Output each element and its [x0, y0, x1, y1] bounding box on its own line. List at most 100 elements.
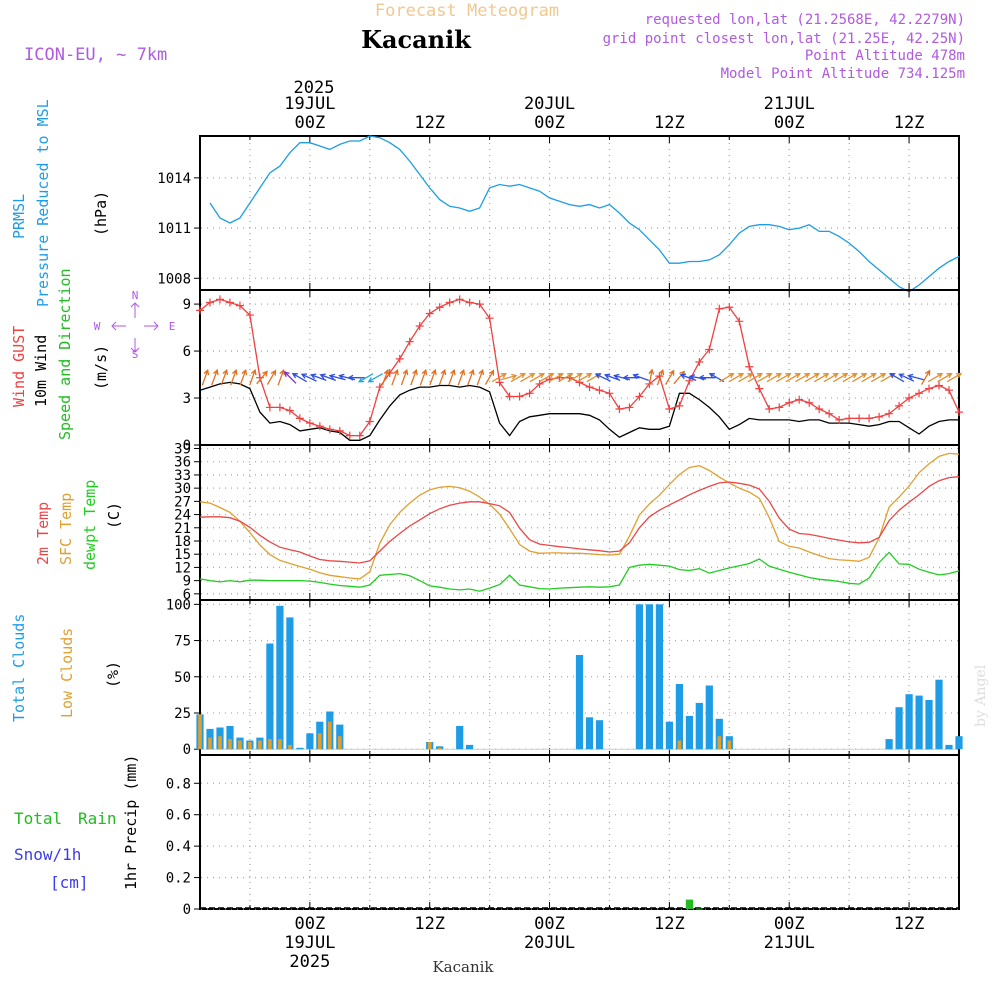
- wind-direction-arrow: [832, 373, 849, 383]
- wind-speed-dir-label: Speed and Direction: [56, 268, 74, 440]
- wind-direction-arrow: [391, 368, 399, 386]
- watermark: by Angel: [973, 664, 989, 727]
- compass-rose: N W E S: [94, 289, 176, 361]
- low-clouds-bar: [278, 739, 282, 750]
- wind-direction-arrow: [861, 373, 877, 383]
- compass-west: W: [94, 320, 101, 333]
- wind-gust-point: [635, 392, 644, 401]
- wind-gust-point: [205, 298, 214, 307]
- wind-gust-point: [595, 386, 604, 395]
- low-clouds-bar: [248, 742, 252, 750]
- wind-gust-point: [955, 408, 963, 417]
- wind-gust-point: [735, 317, 744, 326]
- precip-panel: 0 0.2 0.4 0.6 0.8: [166, 754, 960, 918]
- low-clouds-bar: [427, 742, 432, 750]
- wind-gust-point: [335, 426, 344, 435]
- rain-bar: [695, 908, 703, 910]
- wind-gust-point: [245, 311, 254, 320]
- wind-gust-point: [295, 414, 304, 423]
- wind-gust-point: [855, 414, 864, 423]
- wind-gust-point: [585, 383, 594, 392]
- wind-direction-arrow: [319, 373, 337, 382]
- low-clouds-bar: [437, 747, 442, 750]
- wind-ytick-label: 9: [183, 297, 191, 313]
- precip-ytick-label: 0.4: [166, 839, 191, 855]
- wind-direction-arrow: [656, 368, 665, 386]
- temp-ytick-label: 6: [183, 587, 191, 603]
- wind-gust-point: [285, 406, 294, 415]
- wind-direction-arrow: [688, 374, 707, 380]
- wind-direction-arrow: [283, 371, 297, 384]
- wind-gust-point: [675, 401, 684, 410]
- wind-direction-arrow: [766, 373, 782, 383]
- wind-direction-arrow: [438, 368, 447, 386]
- pressure-labels: PRMSL Pressure Reduced to MSL (hPa): [10, 99, 110, 307]
- wind-gust-point: [515, 392, 524, 401]
- low-clouds-bar: [258, 740, 262, 750]
- pressure-ytick-label: 1011: [157, 221, 191, 237]
- wind-gust-point: [695, 358, 704, 367]
- rain-bar: [685, 899, 693, 909]
- wind-direction-arrow: [220, 368, 229, 386]
- total-clouds-bar: [945, 744, 953, 750]
- low-clouds-bar: [288, 744, 292, 750]
- wind-gust-point: [395, 354, 404, 363]
- pressure-ytick-label: 1014: [157, 171, 191, 187]
- dewpt-line: [199, 551, 960, 592]
- wind-direction-arrow: [201, 368, 210, 386]
- wind-direction-arrow: [946, 373, 963, 383]
- wind-gust-point: [775, 403, 784, 412]
- top-time-label: 12Z: [414, 113, 445, 133]
- wind-panel: 0 3 6 9: [183, 289, 963, 454]
- wind-direction-arrow: [576, 373, 593, 383]
- wind-direction-arrow: [510, 373, 526, 383]
- total-clouds-bar: [585, 717, 594, 750]
- wind-direction-arrow: [594, 373, 611, 382]
- wind-gust-point: [925, 384, 934, 393]
- plot-panels: 1008101110140369691215182124273033363902…: [157, 135, 963, 918]
- clouds-panel: 0 25 50 75 100: [166, 597, 963, 758]
- wind-gust-point: [805, 398, 814, 407]
- low-clouds-bar: [268, 739, 272, 750]
- total-clouds-bar: [665, 721, 673, 750]
- pressure-line: [209, 135, 960, 293]
- compass-arrows: [111, 302, 159, 353]
- top-year-label: 2025: [294, 78, 335, 98]
- wind-direction-arrow: [410, 368, 418, 386]
- clouds-ytick-label: 75: [174, 634, 191, 650]
- wind-unit-label: (m/s): [92, 345, 110, 390]
- wind-gust-point: [415, 322, 424, 331]
- model-name: ICON-EU, ~ 7km: [24, 45, 167, 65]
- clouds-ytick-label: 50: [174, 670, 191, 686]
- low-clouds-label: Low Clouds: [58, 628, 76, 718]
- total-clouds-bar: [695, 702, 703, 750]
- temp-ytick-label: 30: [174, 481, 191, 497]
- total-clouds-bar: [645, 604, 653, 750]
- wind-gust-point: [445, 298, 454, 307]
- wind-direction-arrow: [823, 373, 839, 383]
- wind-gust-point: [935, 381, 944, 390]
- wind-gust-point: [865, 414, 874, 423]
- clouds-ytick-label: 100: [166, 597, 191, 613]
- sfc-temp-line: [199, 452, 960, 580]
- tsfc-label: SFC Temp: [57, 493, 75, 565]
- precip-ytick-label: 0.6: [166, 808, 191, 824]
- wind-gust-point: [825, 409, 834, 418]
- wind-direction-arrow: [491, 373, 507, 383]
- low-clouds-bar: [338, 736, 342, 750]
- temp-frame: [199, 444, 960, 601]
- wind-10m-line: [199, 381, 959, 441]
- precip-unit-label: 1hr Precip (mm): [122, 755, 140, 890]
- wind-gust-point: [235, 301, 244, 310]
- wind-gust-point: [485, 314, 494, 323]
- wind-gust-point: [905, 394, 914, 403]
- temp-ytick-label: 21: [174, 521, 191, 537]
- total-clouds-bar: [955, 736, 963, 750]
- wind-gust-point: [305, 419, 314, 428]
- total-clouds-bar: [456, 726, 464, 750]
- wind-gust-point: [625, 403, 634, 412]
- total-clouds-bar: [885, 739, 893, 750]
